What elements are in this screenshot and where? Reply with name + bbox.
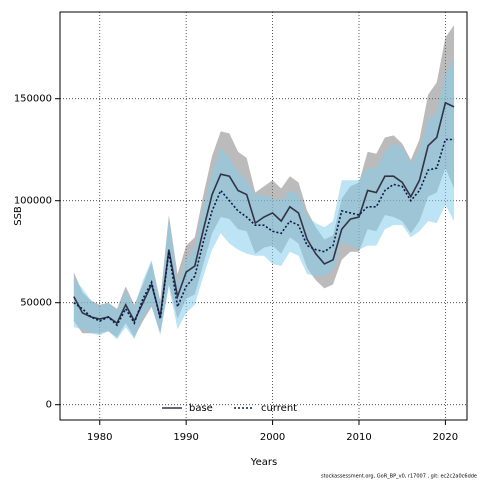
y-axis-label: SSB [13,206,24,226]
y-tick-label: 100000 [14,196,52,207]
x-tick-label: 2000 [260,432,285,443]
series-line [73,138,455,327]
legend-label: base [189,403,213,414]
confidence-band [73,57,455,340]
x-tick-label: 1990 [173,432,198,443]
x-tick-label: 2010 [346,432,371,443]
y-tick-label: 150000 [14,94,52,105]
y-tick-label: 0 [46,400,52,411]
y-tick-label: 50000 [20,298,52,309]
footer: stockassessment.org, GoR_BP_v0, r17007 ,… [321,474,477,480]
legend-label: current [261,403,297,414]
x-tick-label: 2020 [433,432,458,443]
plot-frame [59,11,468,421]
x-tick-label: 1980 [87,432,112,443]
x-axis-label: Years [250,457,277,468]
